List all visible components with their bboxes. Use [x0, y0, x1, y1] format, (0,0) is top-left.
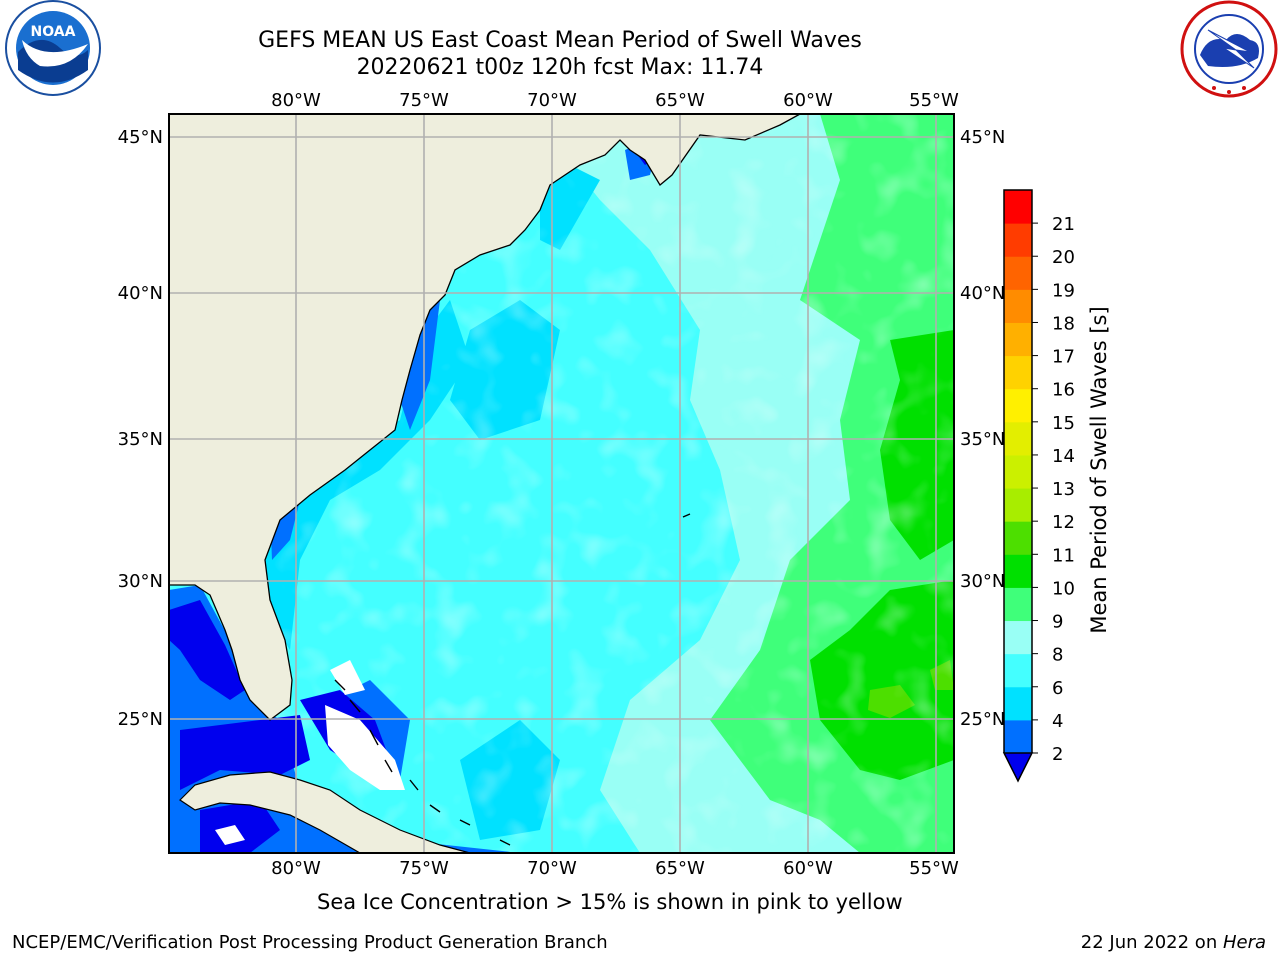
colorbar-swatch: [1004, 554, 1032, 588]
lat-label-left: 30°N: [118, 571, 163, 592]
colorbar-tick-label: 4: [1052, 711, 1063, 732]
colorbar-tick-label: 6: [1052, 678, 1063, 699]
lat-label-right: 25°N: [960, 709, 1005, 730]
lat-label-left: 40°N: [118, 283, 163, 304]
north-america-land: [169, 114, 801, 721]
lon-label-bottom: 60°W: [783, 858, 833, 879]
chart-subtitle: 20220621 t00z 120h fcst Max: 11.74: [356, 55, 764, 80]
run-date: 22 Jun 2022 on Hera: [1081, 932, 1266, 953]
colorbar-under-triangle: [1002, 752, 1034, 783]
colorbar-label: Mean Period of Swell Waves [s]: [1087, 306, 1111, 633]
lon-label-top: 60°W: [783, 90, 833, 111]
lon-label-bottom: 65°W: [655, 858, 705, 879]
colorbar-tick-label: 10: [1052, 578, 1075, 599]
colorbar-swatch: [1004, 620, 1032, 655]
colorbar-swatch: [1004, 488, 1032, 522]
lon-label-bottom: 80°W: [271, 858, 321, 879]
colorbar-swatch: [1004, 653, 1032, 688]
colorbar-swatch: [1004, 388, 1032, 423]
colorbar-tick-label: 21: [1052, 214, 1075, 235]
run-host: Hera: [1222, 932, 1266, 953]
masked-shallow-area: [215, 660, 405, 845]
lon-label-top: 65°W: [655, 90, 705, 111]
colorbar-tick-label: 19: [1052, 280, 1075, 301]
colorbar-tick-label: 11: [1052, 545, 1075, 566]
lat-label-right: 45°N: [960, 127, 1005, 148]
colorbar-swatch: [1004, 719, 1032, 754]
bahamas-islands: [334, 513, 691, 846]
lat-label-left: 25°N: [118, 709, 163, 730]
colorbar-swatch: [1004, 223, 1032, 257]
colorbar-swatch: [1004, 355, 1032, 390]
lon-label-top: 75°W: [399, 90, 449, 111]
colorbar: 2 4 6 8 9 10 11 12 13 14 15 16 17 18 19 20 21: [1002, 189, 1075, 783]
lon-label-bottom: 75°W: [399, 858, 449, 879]
colorbar-swatch: [1004, 686, 1032, 721]
colorbar-swatch: [1004, 587, 1032, 622]
lat-label-right: 30°N: [960, 571, 1005, 592]
colorbar-swatch: [1004, 256, 1032, 290]
run-date-text: 22 Jun 2022 on: [1080, 932, 1223, 953]
colorbar-tick-label: 17: [1052, 347, 1075, 368]
sea-ice-note: Sea Ice Concentration > 15% is shown in …: [317, 890, 903, 914]
lon-label-bottom: 70°W: [527, 858, 577, 879]
colorbar-tick-label: 8: [1052, 645, 1063, 666]
colorbar-tick-label: 14: [1052, 446, 1075, 467]
lat-label-right: 35°N: [960, 429, 1005, 450]
colorbar-frame: [1003, 189, 1033, 753]
colorbar-swatch: [1004, 322, 1032, 357]
producer-credit: NCEP/EMC/Verification Post Processing Pr…: [12, 932, 608, 953]
lon-label-top: 55°W: [909, 90, 959, 111]
lat-label-left: 45°N: [118, 127, 163, 148]
lon-label-top: 80°W: [271, 90, 321, 111]
colorbar-tick-label: 15: [1052, 413, 1075, 434]
colorbar-tick-label: 12: [1052, 512, 1075, 533]
map-frame: [168, 113, 955, 854]
colorbar-tick-label: 2: [1052, 744, 1063, 765]
colorbar-tick-label: 9: [1052, 612, 1063, 633]
chart-title: GEFS MEAN US East Coast Mean Period of S…: [258, 28, 862, 53]
colorbar-tick-label: 13: [1052, 479, 1075, 500]
colorbar-tick-label: 20: [1052, 247, 1075, 268]
colorbar-swatch: [1004, 454, 1032, 489]
lon-label-top: 70°W: [527, 90, 577, 111]
colorbar-swatch: [1004, 421, 1032, 456]
colorbar-swatch: [1004, 289, 1032, 323]
graticule: [169, 114, 954, 853]
lon-label-bottom: 55°W: [909, 858, 959, 879]
nws-logo: [1180, 0, 1278, 98]
cuba-land: [179, 771, 471, 853]
colorbar-tick-label: 16: [1052, 380, 1075, 401]
noaa-logo-text: NOAA: [31, 24, 76, 40]
noaa-logo: NOAA: [5, 0, 101, 96]
lat-label-left: 35°N: [118, 429, 163, 450]
colorbar-swatch: [1004, 190, 1032, 224]
colorbar-tick-label: 18: [1052, 313, 1075, 334]
lat-label-right: 40°N: [960, 283, 1005, 304]
colorbar-swatch: [1004, 521, 1032, 555]
map-plot-area: [169, 114, 954, 853]
